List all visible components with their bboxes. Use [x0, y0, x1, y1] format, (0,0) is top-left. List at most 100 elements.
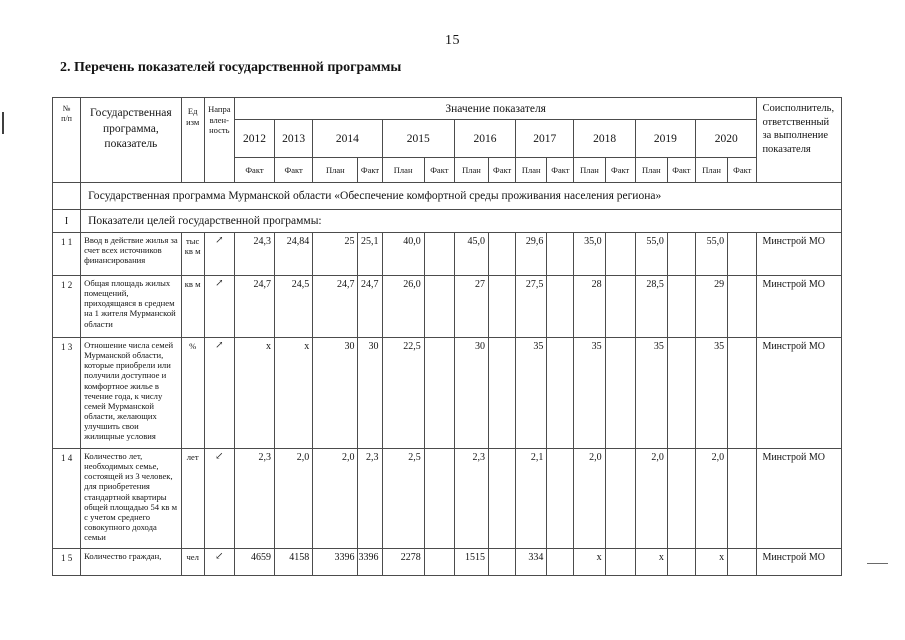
- fact-header: Факт: [423, 157, 455, 183]
- value-cell: 1515: [453, 548, 490, 576]
- direction-up-arrow-icon: ↗: [215, 340, 224, 351]
- row-num-cell: 1 4: [51, 448, 82, 549]
- plan-header: План: [634, 157, 668, 183]
- year-header-2018: 2018: [573, 119, 636, 158]
- value-cell: 30: [357, 337, 383, 449]
- value-cell: 55,0: [634, 232, 668, 276]
- performer-cell: Минстрой МО: [756, 232, 842, 276]
- value-cell: 35: [515, 337, 548, 449]
- value-cell: [423, 548, 455, 576]
- direction-down-arrow-icon: ↙: [215, 451, 224, 462]
- value-cell: [546, 275, 575, 338]
- year-header-2019: 2019: [634, 119, 696, 158]
- value-cell: x: [573, 548, 606, 576]
- value-cell: [423, 337, 455, 449]
- value-cell: [727, 448, 758, 549]
- value-cell: 4158: [274, 548, 314, 576]
- unit-cell: кв м: [180, 275, 205, 338]
- program-title-cell: Государственная программа Мурманской обл…: [80, 182, 842, 210]
- value-cell: [604, 232, 636, 276]
- value-cell: [666, 275, 696, 338]
- value-cell: 24,7: [312, 275, 359, 338]
- direction-down-arrow-icon: ↙: [215, 551, 224, 562]
- direction-up-arrow-icon: ↗: [215, 235, 224, 246]
- col-header-unit: Ед изм: [180, 97, 205, 183]
- fact-header: Факт: [604, 157, 636, 183]
- value-cell: 35: [694, 337, 729, 449]
- fact-header: Факт: [357, 157, 383, 183]
- value-cell: 2,3: [453, 448, 490, 549]
- value-cell: 25,1: [357, 232, 383, 276]
- value-cell: 3396: [312, 548, 359, 576]
- value-cell: 24,3: [233, 232, 276, 276]
- value-cell: 29,6: [515, 232, 548, 276]
- value-cell: 45,0: [453, 232, 490, 276]
- unit-cell: %: [180, 337, 205, 449]
- fact-header: Факт: [666, 157, 696, 183]
- value-cell: [488, 232, 517, 276]
- row-num-cell: 1 5: [51, 548, 82, 576]
- section-label-cell: Показатели целей государственной програм…: [80, 209, 842, 233]
- value-cell: 35: [573, 337, 606, 449]
- value-cell: 24,84: [274, 232, 314, 276]
- value-cell: [546, 448, 575, 549]
- value-cell: 2,3: [357, 448, 383, 549]
- plan-fact-header-row: Факт Факт План Факт План Факт План Факт …: [53, 157, 842, 183]
- value-cell: 2,0: [634, 448, 668, 549]
- value-cell: 2,0: [694, 448, 729, 549]
- col-header-performer: Соисполнитель, ответственный за выполнен…: [756, 97, 842, 183]
- col-header-indicator: Государственная программа, показатель: [80, 97, 182, 183]
- value-cell: 3396: [357, 548, 383, 576]
- value-cell: 2,0: [312, 448, 359, 549]
- value-cell: [546, 232, 575, 276]
- row-num-cell: 1 2: [51, 275, 82, 338]
- value-cell: x: [694, 548, 729, 576]
- value-cell: 24,7: [233, 275, 276, 338]
- value-cell: [666, 232, 696, 276]
- value-cell: [727, 548, 758, 576]
- plan-header: План: [515, 157, 548, 183]
- unit-cell: чел: [180, 548, 205, 576]
- value-cell: 2,3: [233, 448, 276, 549]
- section-num-cell: I: [51, 209, 82, 233]
- indicators-table: № п/п Государственная программа, показат…: [51, 97, 842, 576]
- value-cell: 35: [634, 337, 668, 449]
- value-cell: 2,0: [573, 448, 606, 549]
- value-cell: 26,0: [381, 275, 425, 338]
- value-cell: 2278: [381, 548, 425, 576]
- performer-cell: Минстрой МО: [756, 548, 842, 576]
- value-cell: x: [634, 548, 668, 576]
- indicator-cell: Общая площадь жилых помещений, приходяща…: [80, 275, 182, 338]
- performer-cell: Минстрой МО: [756, 337, 842, 449]
- value-cell: 30: [453, 337, 490, 449]
- year-header-2016: 2016: [453, 119, 517, 158]
- scan-artifact-right-dash: [867, 563, 888, 564]
- plan-header: План: [453, 157, 490, 183]
- value-cell: 2,1: [515, 448, 548, 549]
- value-cell: 27,5: [515, 275, 548, 338]
- year-header-2012: 2012: [233, 119, 276, 158]
- value-cell: 30: [312, 337, 359, 449]
- fact-header: Факт: [546, 157, 575, 183]
- value-cell: [423, 275, 455, 338]
- col-header-values-group: Значение показателя: [233, 97, 758, 120]
- value-cell: [604, 448, 636, 549]
- value-cell: [666, 337, 696, 449]
- year-header-2020: 2020: [694, 119, 758, 158]
- page-title: 2. Перечень показателей государственной …: [60, 60, 402, 75]
- value-cell: 334: [515, 548, 548, 576]
- fact-header: Факт: [274, 157, 314, 183]
- value-cell: 28: [573, 275, 606, 338]
- table-row: 1 4 Количество лет, необходимых семье, с…: [51, 448, 842, 549]
- value-cell: 24,7: [357, 275, 383, 338]
- section-row: I Показатели целей государственной прогр…: [51, 209, 842, 233]
- value-cell: 28,5: [634, 275, 668, 338]
- direction-up-arrow-icon: ↗: [215, 278, 224, 289]
- indicator-cell: Количество лет, необходимых семье, состо…: [80, 448, 182, 549]
- value-cell: [604, 275, 636, 338]
- year-header-2017: 2017: [515, 119, 575, 158]
- performer-cell: Минстрой МО: [756, 275, 842, 338]
- value-cell: 40,0: [381, 232, 425, 276]
- value-cell: 22,5: [381, 337, 425, 449]
